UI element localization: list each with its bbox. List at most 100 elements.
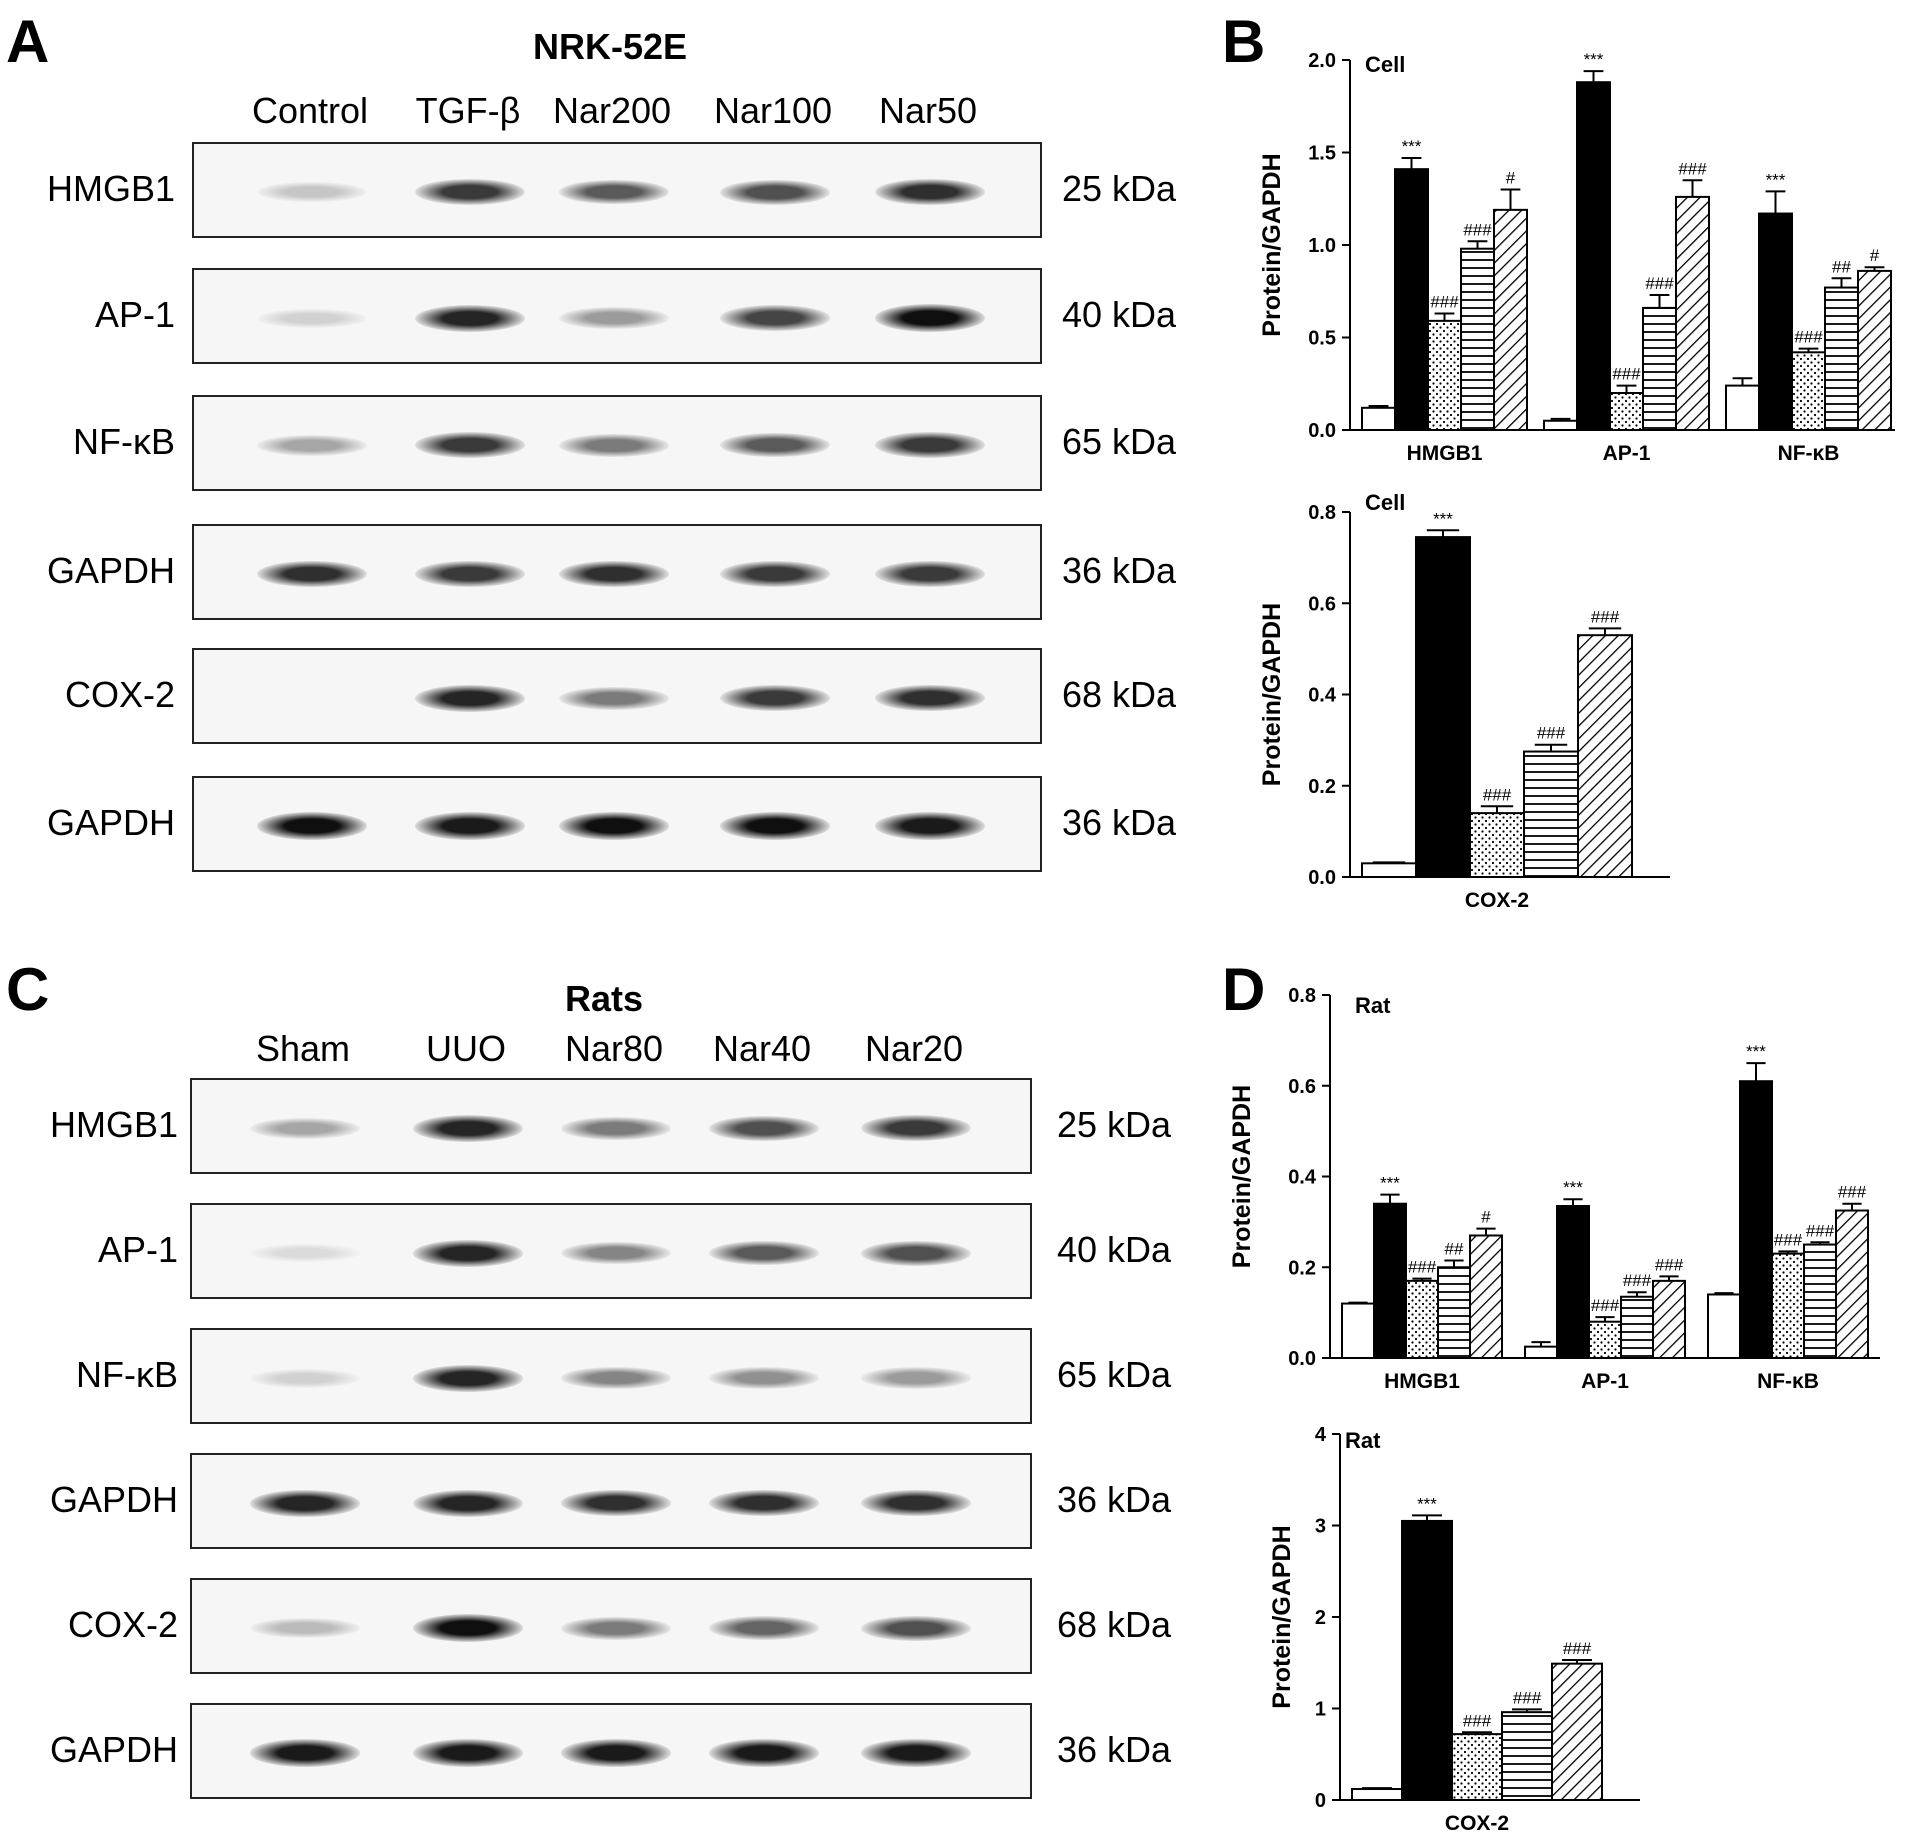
blot-strip <box>192 648 1042 744</box>
y-axis-label: Protein/GAPDH <box>1268 1525 1296 1708</box>
y-tick-label: 0.2 <box>1288 1257 1316 1279</box>
protein-band <box>875 432 985 458</box>
protein-band <box>257 182 367 202</box>
protein-band <box>561 1241 671 1265</box>
panel-d-letter: D <box>1222 956 1266 1023</box>
panel-b-letter: B <box>1222 8 1266 75</box>
bar-dotted <box>1451 1733 1503 1801</box>
significance-mark: ### <box>1513 1688 1542 1707</box>
protein-band <box>415 561 525 587</box>
protein-band <box>875 304 985 332</box>
significance-mark: ### <box>1430 292 1459 311</box>
protein-band <box>720 432 830 458</box>
protein-band <box>415 304 525 332</box>
panel-a-letter: A <box>6 8 50 75</box>
bar-white <box>1351 1788 1403 1802</box>
molecular-weight-label: 36 kDa <box>1062 550 1177 591</box>
significance-mark: ### <box>1563 1639 1592 1658</box>
protein-band <box>861 1115 971 1141</box>
protein-band <box>559 686 669 710</box>
protein-label: COX-2 <box>64 674 175 715</box>
blot-strip <box>190 1578 1032 1674</box>
bar-horizontal-striped <box>1824 286 1859 431</box>
bar-diagonal-striped <box>1652 1279 1686 1360</box>
protein-band <box>413 1614 523 1642</box>
protein-band <box>257 434 367 456</box>
y-tick-label: 0 <box>1315 1790 1326 1812</box>
bar-horizontal-striped <box>1620 1295 1654 1360</box>
category-label: NF-κB <box>1778 442 1840 465</box>
protein-band <box>875 684 985 712</box>
chart-title: Cell <box>1365 490 1405 515</box>
molecular-weight-label: 36 kDa <box>1057 1729 1172 1770</box>
protein-label: HMGB1 <box>46 168 175 209</box>
lane-label: Nar40 <box>712 1028 812 1069</box>
bar-diagonal-striped <box>1577 634 1633 878</box>
significance-mark: ### <box>1623 1271 1652 1290</box>
protein-band <box>709 1739 819 1767</box>
molecular-weight-label: 65 kDa <box>1057 1354 1172 1395</box>
blot-strip <box>192 268 1042 364</box>
y-axis-label: Protein/GAPDH <box>1228 1085 1256 1268</box>
significance-mark: *** <box>1380 1174 1400 1193</box>
bar-dotted <box>1791 351 1826 431</box>
bar-white <box>1543 419 1578 431</box>
protein-label: GAPDH <box>49 1729 178 1770</box>
protein-band <box>709 1367 819 1389</box>
bar-white <box>1725 384 1760 432</box>
y-tick-label: 1 <box>1315 1699 1326 1721</box>
y-tick-label: 0.4 <box>1308 685 1337 707</box>
protein-band <box>257 812 367 840</box>
category-label: HMGB1 <box>1407 442 1483 465</box>
bar-horizontal-striped <box>1437 1266 1471 1359</box>
protein-band <box>559 307 669 329</box>
protein-band <box>257 560 367 588</box>
blot-c-title: Rats <box>564 978 644 1019</box>
bar-black <box>1576 81 1611 431</box>
protein-label: GAPDH <box>49 1479 178 1520</box>
protein-band <box>250 1618 360 1638</box>
protein-band <box>709 1489 819 1517</box>
lane-label: UUO <box>426 1028 506 1069</box>
category-label: AP-1 <box>1581 1370 1629 1393</box>
y-tick-label: 2.0 <box>1308 50 1336 72</box>
significance-mark: ### <box>1645 274 1674 293</box>
molecular-weight-label: 40 kDa <box>1062 294 1177 335</box>
lane-label: Nar80 <box>564 1028 664 1069</box>
blot-strip <box>190 1203 1032 1299</box>
significance-mark: ### <box>1678 159 1707 178</box>
bar-diagonal-striped <box>1469 1234 1503 1360</box>
bar-white <box>1341 1302 1375 1360</box>
significance-mark: *** <box>1433 509 1453 528</box>
blot-strip <box>192 776 1042 872</box>
significance-mark: *** <box>1563 1178 1583 1197</box>
bar-diagonal-striped <box>1835 1209 1869 1359</box>
protein-band <box>861 1489 971 1517</box>
bar-horizontal-striped <box>1803 1243 1837 1359</box>
blot-a-title: NRK-52E <box>532 26 688 67</box>
protein-label: AP-1 <box>97 1229 178 1270</box>
chart-title: Rat <box>1355 993 1391 1018</box>
protein-label: GAPDH <box>46 802 175 843</box>
protein-band <box>257 308 367 328</box>
bar-black <box>1401 1519 1453 1802</box>
protein-band <box>413 1364 523 1392</box>
significance-mark: *** <box>1746 1042 1766 1061</box>
bar-white <box>1707 1293 1741 1359</box>
y-tick-label: 1.5 <box>1308 143 1336 165</box>
category-label: COX-2 <box>1465 889 1529 912</box>
y-tick-label: 0.5 <box>1308 328 1336 350</box>
protein-band <box>561 1116 671 1140</box>
category-label: AP-1 <box>1603 442 1651 465</box>
significance-mark: *** <box>1402 137 1422 156</box>
significance-mark: *** <box>1417 1494 1437 1513</box>
protein-band <box>250 1368 360 1388</box>
protein-band <box>861 1615 971 1641</box>
y-tick-label: 1.0 <box>1308 235 1336 257</box>
bar-black <box>1758 212 1793 431</box>
bar-dotted <box>1427 319 1462 432</box>
protein-label: NF-κB <box>76 1354 178 1395</box>
protein-band <box>720 561 830 587</box>
protein-band <box>709 1240 819 1266</box>
lane-label: Nar100 <box>713 90 833 131</box>
